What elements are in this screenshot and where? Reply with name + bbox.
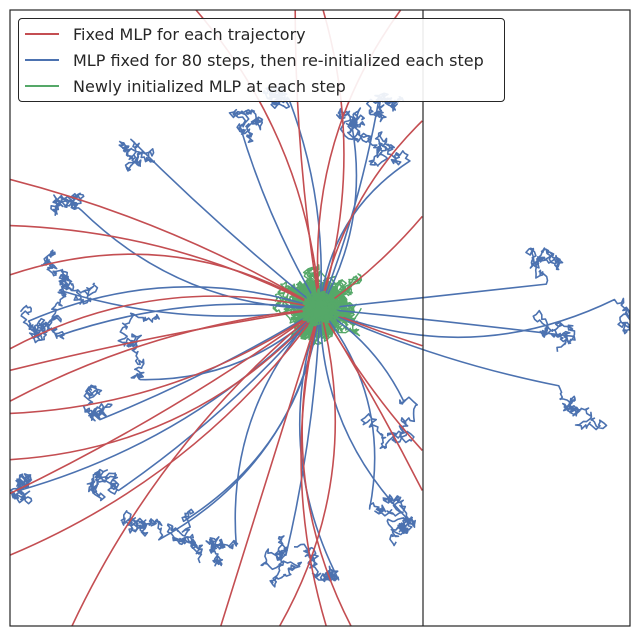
blue-trajectory xyxy=(50,192,321,310)
blue-trajectory xyxy=(47,282,321,340)
red-trajectory xyxy=(71,308,321,626)
legend-swatch-red xyxy=(25,33,59,35)
legend-swatch-green xyxy=(25,85,59,87)
green-trajectory xyxy=(304,294,329,327)
red-trajectory xyxy=(10,307,321,402)
blue-trajectory xyxy=(319,297,630,339)
legend-label: MLP fixed for 80 steps, then re-initiali… xyxy=(73,50,484,70)
red-trajectory xyxy=(10,253,321,310)
legend-item-fixed-mlp: Fixed MLP for each trajectory xyxy=(25,21,306,47)
red-trajectory xyxy=(10,307,321,372)
blue-trajectory xyxy=(319,308,608,431)
blue-trajectory xyxy=(319,247,564,310)
red-trajectory xyxy=(301,308,352,626)
blue-trajectory xyxy=(205,308,321,567)
blue-trajectory xyxy=(228,108,321,310)
red-trajectory xyxy=(319,120,423,309)
legend-swatch-blue xyxy=(25,59,59,61)
blue-trajectory xyxy=(120,308,321,541)
blue-trajectory xyxy=(319,114,411,309)
blue-trajectory xyxy=(319,308,413,547)
red-trajectory xyxy=(10,308,321,461)
legend: Fixed MLP for each trajectory MLP fixed … xyxy=(18,18,505,102)
red-trajectory xyxy=(10,308,321,415)
red-trajectory xyxy=(10,308,321,556)
blue-trajectory xyxy=(166,308,321,564)
red-trajectory xyxy=(319,308,424,491)
plot-frame xyxy=(9,9,631,627)
blue-trajectory xyxy=(86,308,321,502)
blue-trajectory xyxy=(319,307,576,352)
blue-trajectory xyxy=(82,308,321,422)
legend-label: Newly initialized MLP at each step xyxy=(73,76,346,96)
blue-trajectory xyxy=(319,308,418,450)
blue-trajectory xyxy=(319,107,372,310)
legend-item-fixed-80-steps: MLP fixed for 80 steps, then re-initiali… xyxy=(25,47,484,73)
legend-label: Fixed MLP for each trajectory xyxy=(73,24,306,44)
blue-trajectory xyxy=(118,138,321,310)
red-trajectory xyxy=(300,308,327,626)
legend-item-newly-initialized: Newly initialized MLP at each step xyxy=(25,73,346,99)
red-trajectory xyxy=(220,308,321,626)
red-trajectory xyxy=(10,295,321,350)
blue-trajectory xyxy=(19,286,321,344)
red-trajectory xyxy=(10,308,321,495)
red-trajectory xyxy=(10,224,321,310)
blue-trajectory xyxy=(117,308,321,381)
red-trajectory xyxy=(10,178,321,310)
blue-trajectory xyxy=(260,308,321,588)
red-trajectory xyxy=(279,308,336,626)
